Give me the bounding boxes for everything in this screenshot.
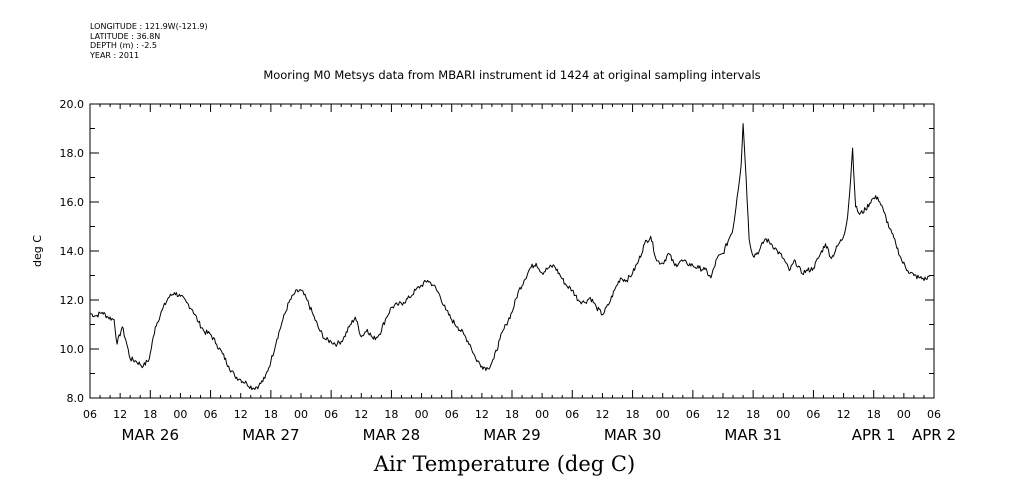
- y-tick-label: 18.0: [60, 147, 85, 160]
- x-tick-label: 18: [384, 408, 398, 421]
- x-tick-label: 18: [264, 408, 278, 421]
- longitude-line: LONGITUDE : 121.9W(-121.9): [90, 22, 208, 31]
- x-tick-label: 06: [686, 408, 700, 421]
- metadata-block: LONGITUDE : 121.9W(-121.9) LATITUDE : 36…: [90, 22, 208, 60]
- x-tick-label: 00: [294, 408, 308, 421]
- y-tick-label: 10.0: [60, 343, 85, 356]
- x-tick-label: 12: [113, 408, 127, 421]
- x-tick-label: 06: [445, 408, 459, 421]
- y-tick-label: 16.0: [60, 196, 85, 209]
- x-day-label: APR 2: [912, 426, 956, 444]
- x-tick-label: 00: [656, 408, 670, 421]
- chart-title: Mooring M0 Metsys data from MBARI instru…: [263, 68, 761, 82]
- year-line: YEAR : 2011: [90, 50, 140, 60]
- x-tick-label: 06: [927, 408, 941, 421]
- x-tick-label: 06: [806, 408, 820, 421]
- x-tick-label: 18: [867, 408, 881, 421]
- x-tick-label: 12: [716, 408, 730, 421]
- depth-line: DEPTH (m) : -2.5: [90, 41, 157, 50]
- x-tick-label: 00: [897, 408, 911, 421]
- x-tick-label: 06: [83, 408, 97, 421]
- x-tick-label: 18: [505, 408, 519, 421]
- x-tick-label: 00: [415, 408, 429, 421]
- x-day-label: MAR 30: [604, 426, 661, 444]
- y-tick-label: 12.0: [60, 294, 85, 307]
- x-day-label: MAR 28: [363, 426, 420, 444]
- x-tick-label: 12: [475, 408, 489, 421]
- chart-caption: Air Temperature (deg C): [373, 452, 636, 476]
- air-temperature-line: [89, 123, 931, 391]
- x-day-label: MAR 26: [122, 426, 179, 444]
- x-tick-label: 12: [595, 408, 609, 421]
- x-day-label: MAR 29: [483, 426, 540, 444]
- x-day-label: MAR 27: [242, 426, 299, 444]
- x-tick-label: 06: [565, 408, 579, 421]
- y-axis-label: deg C: [31, 235, 44, 267]
- latitude-line: LATITUDE : 36.8N: [90, 31, 161, 41]
- x-tick-label: 06: [204, 408, 218, 421]
- x-tick-label: 18: [143, 408, 157, 421]
- y-tick-label: 14.0: [60, 245, 85, 258]
- plot-frame: [89, 103, 935, 399]
- x-tick-label: 06: [324, 408, 338, 421]
- x-day-label: MAR 31: [724, 426, 781, 444]
- y-tick-label: 8.0: [67, 392, 85, 405]
- x-tick-label: 12: [354, 408, 368, 421]
- y-tick-label: 20.0: [60, 98, 85, 111]
- x-day-label: APR 1: [852, 426, 896, 444]
- x-tick-label: 18: [746, 408, 760, 421]
- x-tick-label: 00: [535, 408, 549, 421]
- x-tick-label: 00: [173, 408, 187, 421]
- x-tick-label: 18: [626, 408, 640, 421]
- x-tick-label: 00: [776, 408, 790, 421]
- x-tick-label: 12: [837, 408, 851, 421]
- x-tick-label: 12: [234, 408, 248, 421]
